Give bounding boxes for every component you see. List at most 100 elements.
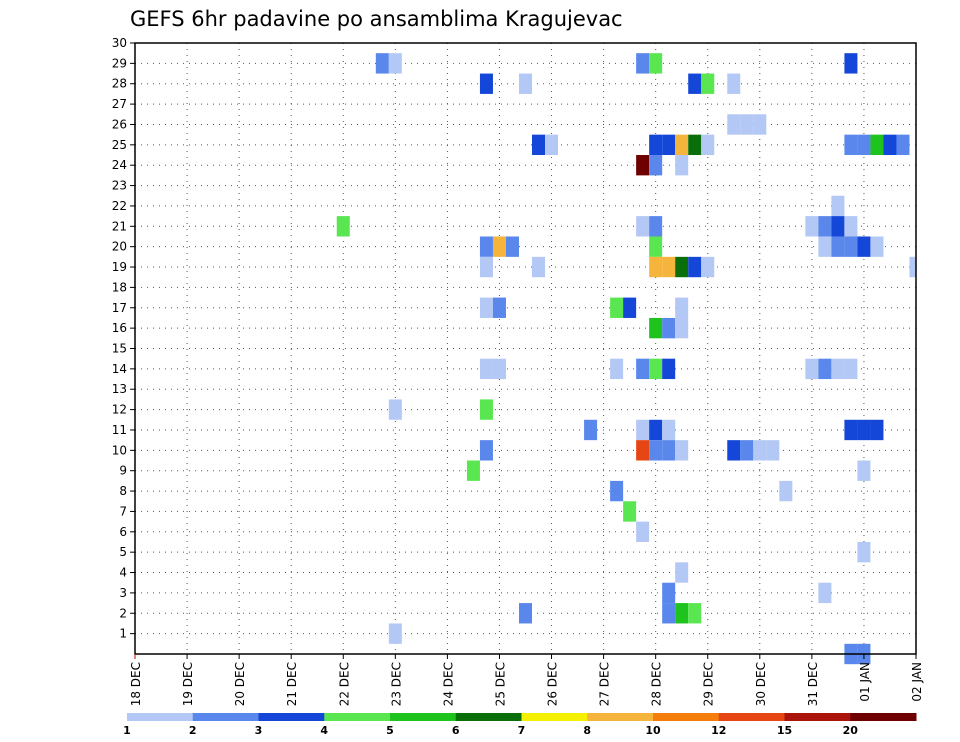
data-cell [649,256,663,278]
data-cell [753,114,767,135]
y-tick-label: 21 [112,219,127,233]
colorbar-swatch [850,713,917,721]
y-tick-label: 12 [112,403,127,417]
y-tick-label: 4 [119,566,127,580]
data-cell [896,134,910,156]
data-cell [662,317,676,339]
data-cell [649,216,663,237]
colorbar-swatch [455,713,522,721]
y-tick-label: 29 [112,56,127,70]
data-cell [844,358,858,380]
y-tick-label: 11 [112,423,127,437]
data-cell [662,603,676,624]
x-tick-label: 19 DEC [181,662,195,706]
data-cell [584,419,598,441]
data-cell [701,256,715,278]
data-cell [532,134,546,156]
colorbar-label: 8 [583,724,591,737]
y-tick-label: 5 [119,545,127,559]
colorbar-label: 12 [711,724,726,737]
data-cell [649,358,663,380]
data-cell [610,297,624,318]
data-cell [740,440,754,461]
x-tick-label: 30 DEC [754,662,768,706]
y-tick-label: 17 [112,301,127,315]
data-cell [857,419,871,441]
data-cell [636,358,650,380]
data-cell [779,480,793,502]
y-tick-label: 7 [119,504,127,518]
data-cell [610,358,624,380]
data-cell [610,480,624,502]
data-cell [675,317,689,339]
y-tick-label: 23 [112,179,127,193]
data-cell [818,236,832,257]
data-cell [649,134,663,156]
x-tick-label: 22 DEC [337,662,351,706]
colorbar-swatch [718,713,785,721]
colorbar-label: 5 [386,724,394,737]
data-cell [857,541,871,563]
data-cell [479,399,493,420]
data-cell [623,501,637,522]
x-tick-label: 02 JAN [910,662,924,702]
x-tick-label: 18 DEC [129,662,143,706]
data-cell [662,419,676,441]
data-cell [388,53,402,74]
colorbar-label: 10 [645,724,661,737]
x-tick-label: 31 DEC [806,662,820,706]
y-tick-label: 14 [112,362,127,376]
data-cell [727,440,741,461]
x-tick-label: 26 DEC [546,662,560,706]
y-tick-label: 8 [119,484,127,498]
data-cell [688,73,702,94]
data-cell [479,440,493,461]
colorbar-swatch [784,713,851,721]
grid-lines [135,43,916,654]
data-cell [870,236,884,257]
data-cell [753,440,767,461]
x-tick-label: 25 DEC [493,662,507,706]
y-tick-label: 27 [112,97,127,111]
data-cell [701,73,715,94]
colorbar-label: 20 [843,724,859,737]
data-cell [662,134,676,156]
data-cell [805,358,819,380]
data-cell [909,256,916,278]
data-cell [818,582,832,604]
y-tick-label: 18 [112,280,127,294]
data-cell [388,623,402,644]
y-tick-label: 30 [112,36,127,50]
data-cell [844,53,858,74]
x-axis-ticks: 18 DEC 19 DEC 20 DEC 21 DEC 22 DEC 23 DEC 24 D… [129,654,924,706]
y-tick-label: 28 [112,77,127,91]
data-cell [831,236,845,257]
data-cell [636,419,650,441]
data-cell [492,297,506,318]
colorbar-swatch [258,713,325,721]
y-tick-label: 1 [119,627,127,641]
data-cells [336,53,916,665]
data-cell [818,216,832,237]
colorbar-label: 6 [452,724,460,737]
x-tick-label: 21 DEC [285,662,299,706]
colorbar-label: 3 [255,724,263,737]
y-tick-label: 25 [112,138,127,152]
x-tick-label: 01 JAN [858,662,872,702]
data-cell [701,134,715,156]
data-cell [479,358,493,380]
y-tick-label: 26 [112,117,127,131]
data-cell [831,358,845,380]
colorbar-swatch [390,713,457,721]
data-cell [479,73,493,94]
y-tick-label: 3 [119,586,127,600]
data-cell [649,155,663,176]
colorbar-swatch [192,713,259,721]
y-tick-label: 10 [112,443,127,457]
data-cell [870,134,884,156]
data-cell [636,440,650,461]
data-cell [518,73,533,94]
colorbar-swatch [521,713,588,721]
data-cell [649,440,663,461]
